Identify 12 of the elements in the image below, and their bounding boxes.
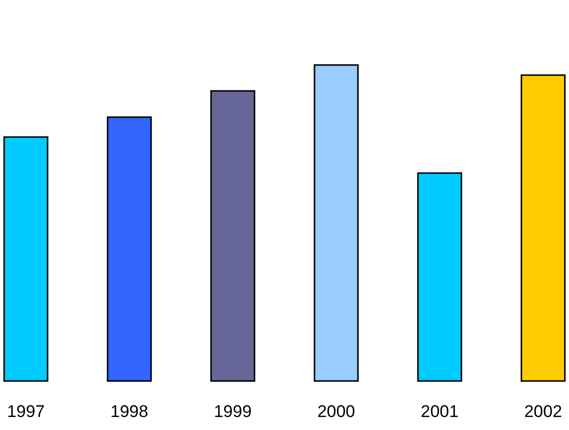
x-tick-label: 2001 [420, 402, 459, 421]
x-tick-label: 1999 [214, 402, 252, 421]
bar [520, 74, 566, 382]
bar [314, 64, 359, 382]
x-tick-label: 1997 [6, 402, 45, 421]
bar [417, 172, 462, 382]
bar [106, 116, 152, 382]
bar [3, 136, 48, 382]
bar [210, 90, 256, 382]
x-tick-label: 1998 [110, 402, 148, 421]
x-tick-label: 2002 [524, 402, 562, 421]
x-tick-label: 2000 [317, 402, 356, 421]
